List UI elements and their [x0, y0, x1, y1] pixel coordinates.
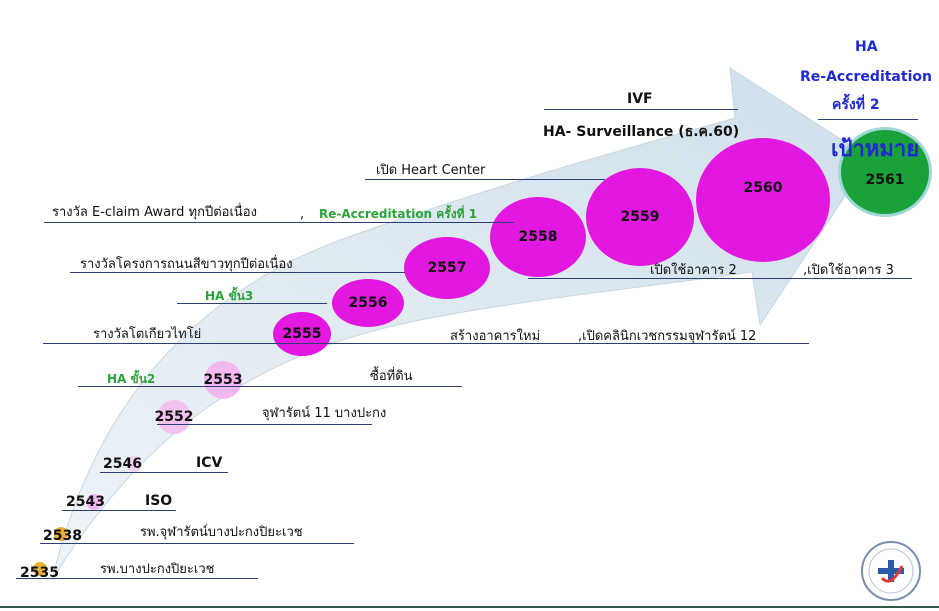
circle-2557: 2557: [404, 237, 490, 299]
hospital-accreditation-logo: [860, 540, 922, 602]
dot-2543: [86, 494, 102, 510]
target-goal: เป้าหมาย: [831, 137, 920, 162]
dot-2535: [33, 562, 47, 576]
label-hospital-2: รพ.จุฬารัตน์บางปะกงปิยะเวช: [140, 525, 303, 540]
year-2535: 2535: [20, 565, 59, 581]
underline-white-road: [70, 272, 405, 273]
year-2553: 2553: [203, 372, 243, 388]
label-comma: ,: [300, 207, 305, 222]
label-clinic-12: ,เปิดคลินิกเวชกรรมจุฬารัตน์ 12: [578, 329, 757, 344]
label-ha-step3: HA ขั้น3: [205, 289, 254, 303]
year-2552: 2552: [154, 409, 194, 425]
label-ha-surveillance: HA- Surveillance (ธ.ค.60): [543, 124, 740, 140]
label-hospital-1: รพ.บางปะกงปิยะเวช: [100, 562, 215, 577]
label-buy-land: ซื้อที่ดิน: [370, 369, 413, 384]
circle-2555: 2555: [273, 312, 331, 356]
target-underline: [818, 119, 918, 120]
underline-eclaim: [44, 222, 514, 223]
underline-ivf: [544, 109, 738, 110]
underline-buildings: [528, 278, 912, 279]
underline-heart-center: [365, 179, 605, 180]
circle-2561: 2561: [838, 127, 932, 217]
year-2555: 2555: [282, 326, 322, 342]
label-ivf: IVF: [627, 91, 653, 107]
underline-2535: [16, 578, 258, 579]
year-2556: 2556: [348, 295, 388, 311]
year-2559: 2559: [620, 209, 660, 225]
label-iso: ISO: [145, 493, 173, 509]
dot-2546: [126, 456, 142, 472]
underline-2553: [78, 386, 462, 387]
circle-2556: 2556: [332, 279, 404, 327]
underline-ha-step3: [177, 303, 327, 304]
circle-2560: 2560: [696, 138, 830, 262]
target-ha: HA: [855, 39, 878, 55]
underline-2543: [62, 510, 176, 511]
year-2538: 2538: [43, 528, 82, 544]
label-building-3: ,เปิดใช้อาคาร 3: [803, 263, 894, 278]
label-building-2: เปิดใช้อาคาร 2: [650, 263, 737, 278]
dot-2538: [54, 527, 68, 541]
circle-2552: 2552: [154, 400, 194, 434]
target-reaccreditation: Re-Accreditation: [800, 69, 932, 85]
underline-2546: [100, 472, 228, 473]
label-tokyo-award: รางวัลโตเกียวไทโย่: [93, 327, 202, 342]
label-eclaim: รางวัล E-claim Award ทุกปีต่อเนื่อง: [52, 205, 257, 220]
label-white-road: รางวัลโครงการถนนสีขาวทุกปีต่อเนื่อง: [80, 257, 293, 272]
target-round: ครั้งที่ 2: [832, 97, 880, 113]
year-2543: 2543: [66, 494, 105, 510]
underline-2552: [157, 424, 372, 425]
label-new-building: สร้างอาคารใหม่: [450, 329, 541, 344]
year-2561: 2561: [865, 172, 905, 188]
label-chularat-11: จุฬารัตน์ 11 บางปะกง: [262, 406, 387, 421]
circle-2559: 2559: [586, 168, 694, 266]
year-2560: 2560: [743, 180, 783, 196]
label-reaccreditation-1: Re-Accreditation ครั้งที่ 1: [319, 207, 478, 221]
year-2558: 2558: [518, 229, 558, 245]
label-icv: ICV: [196, 455, 223, 471]
underline-2538: [40, 543, 354, 544]
bottom-rule: [0, 606, 939, 608]
year-2557: 2557: [427, 260, 467, 276]
circle-2558: 2558: [490, 197, 586, 277]
label-ha-step2: HA ขั้น2: [107, 372, 156, 386]
year-2546: 2546: [103, 456, 142, 472]
circle-2553: 2553: [204, 361, 242, 399]
label-heart-center: เปิด Heart Center: [376, 163, 486, 178]
underline-2555: [43, 343, 809, 344]
